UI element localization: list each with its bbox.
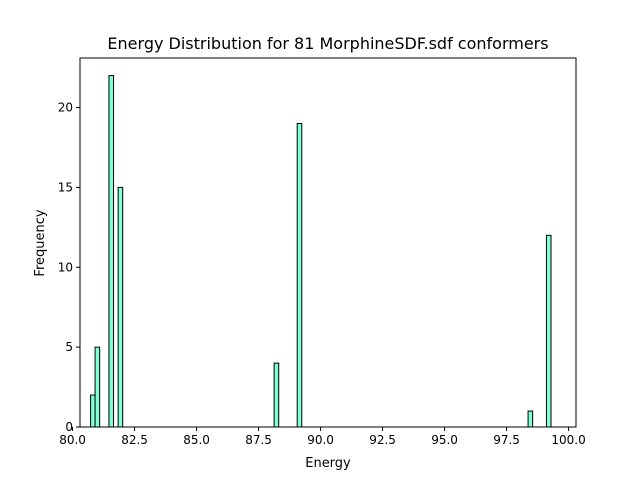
x-tick-label-3: 87.5 [245, 433, 272, 447]
histogram-bar-5 [296, 122, 303, 428]
x-tick-label-8: 100.0 [551, 433, 585, 447]
histogram-bar-1 [94, 346, 101, 428]
histogram-bar-2 [108, 75, 115, 428]
x-tick-label-6: 95.0 [431, 433, 458, 447]
y-tick-label-4: 20 [58, 101, 73, 115]
chart-title: Energy Distribution for 81 MorphineSDF.s… [107, 34, 548, 53]
y-tick-label-1: 5 [65, 340, 73, 354]
x-tick-label-0: 80.0 [59, 433, 86, 447]
y-axis-ticks: 0 5 10 15 20 [58, 101, 80, 434]
histogram-bar-6 [527, 410, 534, 428]
y-axis-label: Frequency [33, 209, 48, 276]
x-tick-label-7: 97.5 [493, 433, 520, 447]
plot-frame [79, 57, 577, 428]
x-axis-ticks: 80.0 82.5 85.0 87.5 90.0 92.5 95.0 97.5 100.0 [59, 427, 586, 447]
y-tick-label-3: 15 [58, 180, 73, 194]
histogram-bar-3 [117, 186, 124, 428]
histogram-bar-4 [273, 362, 280, 428]
histogram-bar-7 [545, 234, 552, 428]
x-tick-label-2: 85.0 [183, 433, 210, 447]
x-axis-label: Energy [305, 456, 351, 471]
x-tick-label-1: 82.5 [121, 433, 148, 447]
x-tick-label-4: 90.0 [307, 433, 334, 447]
histogram-bar-0 [90, 394, 96, 428]
x-tick-label-5: 92.5 [369, 433, 396, 447]
y-tick-label-0: 0 [65, 420, 73, 434]
y-tick-label-2: 10 [58, 260, 73, 274]
